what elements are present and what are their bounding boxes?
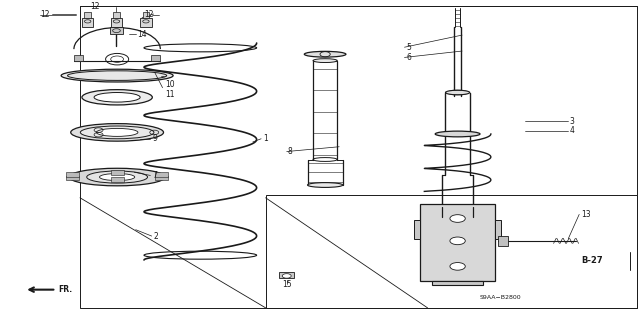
Text: 15: 15: [282, 280, 292, 289]
Bar: [151, 55, 160, 61]
Text: 4: 4: [570, 126, 575, 135]
Ellipse shape: [307, 182, 343, 188]
Circle shape: [450, 263, 465, 270]
Ellipse shape: [87, 171, 148, 183]
Bar: [432, 281, 483, 285]
Bar: [84, 12, 91, 18]
Bar: [67, 172, 79, 177]
Bar: [111, 170, 124, 175]
Ellipse shape: [445, 90, 470, 95]
Bar: [155, 175, 168, 180]
Circle shape: [450, 237, 465, 245]
Text: FR.: FR.: [58, 285, 72, 294]
Text: 12: 12: [145, 10, 154, 19]
Ellipse shape: [94, 93, 140, 102]
Ellipse shape: [70, 124, 164, 141]
Text: 6: 6: [406, 53, 412, 62]
Bar: [67, 175, 79, 180]
Text: 12: 12: [40, 10, 50, 19]
Text: S9AA−B2800: S9AA−B2800: [480, 295, 522, 300]
Bar: [498, 236, 508, 246]
Text: 11: 11: [165, 90, 175, 99]
Ellipse shape: [96, 129, 138, 137]
Text: 1: 1: [264, 134, 268, 143]
Bar: [110, 27, 123, 34]
Ellipse shape: [100, 174, 135, 181]
Ellipse shape: [81, 126, 154, 139]
Text: 8: 8: [288, 147, 292, 156]
Ellipse shape: [61, 69, 173, 82]
Text: 9: 9: [152, 134, 157, 143]
Bar: [74, 55, 83, 61]
Bar: [495, 220, 501, 239]
Ellipse shape: [447, 90, 468, 95]
Text: 12: 12: [90, 2, 99, 11]
Bar: [80, 6, 637, 308]
Bar: [420, 204, 495, 281]
Ellipse shape: [435, 131, 480, 137]
Ellipse shape: [304, 51, 346, 57]
Bar: [111, 177, 124, 182]
Text: B-27: B-27: [581, 256, 603, 265]
Ellipse shape: [313, 59, 337, 63]
Text: 2: 2: [154, 232, 158, 241]
Bar: [82, 18, 93, 27]
Text: 3: 3: [570, 117, 575, 126]
Text: 10: 10: [165, 80, 175, 89]
Circle shape: [282, 274, 291, 278]
Ellipse shape: [82, 90, 152, 105]
Text: 7: 7: [152, 171, 157, 180]
Bar: [155, 172, 168, 177]
Bar: [140, 18, 152, 27]
Text: 14: 14: [137, 30, 147, 39]
Ellipse shape: [69, 168, 165, 186]
Circle shape: [450, 215, 465, 222]
Bar: [111, 18, 122, 27]
Text: 13: 13: [581, 210, 591, 219]
Text: 5: 5: [406, 43, 412, 52]
Bar: [279, 272, 294, 278]
Bar: [414, 220, 420, 239]
Bar: [266, 195, 637, 308]
Bar: [113, 12, 120, 18]
Bar: [143, 12, 149, 18]
